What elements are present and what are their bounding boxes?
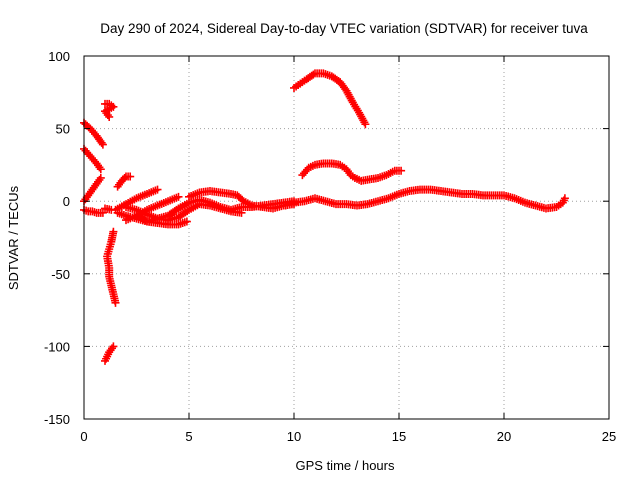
data-point: [98, 140, 107, 149]
data-point: [560, 194, 569, 203]
x-tick-label: 15: [392, 429, 406, 444]
x-tick-label: 0: [80, 429, 87, 444]
y-tick-label: 0: [63, 194, 70, 209]
series-cluster-e: [111, 185, 162, 214]
data-point: [174, 192, 183, 201]
series-cluster-g: [134, 201, 189, 226]
x-axis-label: GPS time / hours: [296, 458, 395, 473]
y-tick-label: -100: [44, 339, 70, 354]
y-tick-label: 50: [56, 122, 70, 137]
x-tick-label: 10: [287, 429, 301, 444]
chart-title: Day 290 of 2024, Sidereal Day-to-day VTE…: [100, 21, 588, 36]
series-scatter-3: [101, 342, 118, 365]
series-early-2: [80, 144, 105, 174]
series-arc-high: [290, 69, 370, 129]
series-early-3: [80, 173, 105, 206]
series-arc-low: [281, 185, 569, 213]
plot-frame: [83, 55, 610, 420]
data-point: [111, 298, 120, 307]
grid-lines: [84, 56, 609, 419]
data-point: [105, 112, 114, 121]
x-tick-label: 5: [185, 429, 192, 444]
data-point: [397, 166, 406, 175]
data-point: [107, 205, 116, 214]
data-point: [290, 197, 298, 206]
data-point: [309, 70, 318, 79]
data-point: [361, 120, 370, 129]
y-tick-label: 100: [48, 49, 70, 64]
data-point: [109, 342, 118, 351]
data-point: [96, 165, 105, 174]
data-point: [237, 208, 246, 217]
series-early-6: [101, 204, 116, 214]
series-scatter-2: [103, 227, 120, 307]
data-point: [153, 185, 162, 194]
y-axis-label: SDTVAR / TECUs: [6, 185, 21, 290]
data-point: [96, 173, 105, 182]
data-point: [97, 138, 106, 147]
data-point: [180, 201, 189, 210]
series-scatter-1: [101, 99, 118, 121]
y-axis-ticks: -150 -100 -50 0 50 100: [44, 49, 609, 427]
series-cluster-f: [122, 192, 183, 225]
series-early-5: [113, 172, 135, 191]
series-arc-mid: [298, 159, 406, 185]
data-point: [126, 172, 135, 181]
x-tick-label: 20: [497, 429, 511, 444]
x-tick-label: 25: [602, 429, 616, 444]
y-tick-label: -150: [44, 412, 70, 427]
x-axis-ticks: 0 5 10 15 20 25: [80, 56, 616, 444]
data-point: [98, 208, 107, 217]
data-points: [80, 69, 569, 365]
data-point: [182, 217, 191, 226]
data-point: [120, 173, 129, 182]
y-tick-label: -50: [51, 267, 70, 282]
